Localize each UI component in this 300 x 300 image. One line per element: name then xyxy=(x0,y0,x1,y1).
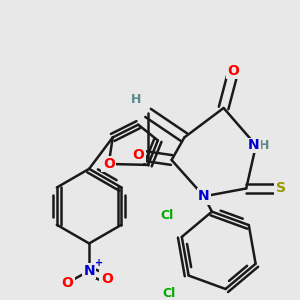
Text: O: O xyxy=(103,157,115,171)
Text: N: N xyxy=(248,138,260,152)
Text: Cl: Cl xyxy=(160,209,174,222)
Text: O: O xyxy=(227,64,239,78)
Text: O: O xyxy=(132,148,144,162)
Text: O: O xyxy=(101,272,113,286)
Text: +: + xyxy=(95,258,103,268)
Text: N: N xyxy=(83,264,95,278)
Text: Cl: Cl xyxy=(162,287,176,300)
Text: H: H xyxy=(259,139,269,152)
Text: H: H xyxy=(131,93,141,106)
Text: S: S xyxy=(276,182,286,196)
Text: N: N xyxy=(198,189,210,203)
Text: O: O xyxy=(61,276,74,290)
